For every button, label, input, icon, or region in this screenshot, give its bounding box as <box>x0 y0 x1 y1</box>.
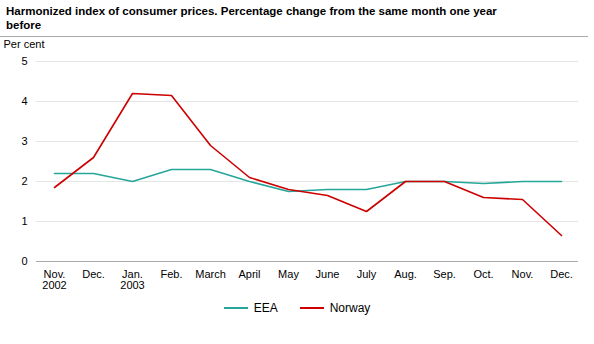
svg-text:3: 3 <box>21 135 27 147</box>
svg-text:April: April <box>238 268 260 280</box>
svg-text:Feb.: Feb. <box>160 268 182 280</box>
svg-text:Per cent: Per cent <box>4 38 45 50</box>
svg-text:May: May <box>278 268 299 280</box>
html-text:Harmonized index of consumer p: Harmonized index of consumer prices. Per… <box>6 5 497 31</box>
svg-text:Dec.: Dec. <box>550 268 573 280</box>
svg-text:March: March <box>195 268 226 280</box>
svg-text:Nov.2002: Nov.2002 <box>42 268 66 291</box>
svg-text:0: 0 <box>21 255 27 267</box>
svg-text:1: 1 <box>21 215 27 227</box>
svg-text:June: June <box>316 268 340 280</box>
svg-text:Sep.: Sep. <box>433 268 456 280</box>
svg-text:Nov.: Nov. <box>512 268 534 280</box>
svg-text:Aug.: Aug. <box>394 268 417 280</box>
svg-text:2: 2 <box>21 175 27 187</box>
svg-text:Dec.: Dec. <box>82 268 105 280</box>
html-text:EEA: EEA <box>253 301 278 315</box>
svg-text:Oct.: Oct. <box>473 268 493 280</box>
html-text:Norway: Norway <box>329 301 371 315</box>
svg-text:July: July <box>357 268 377 280</box>
svg-text:Jan.2003: Jan.2003 <box>120 268 144 291</box>
svg-text:5: 5 <box>21 55 27 67</box>
svg-text:4: 4 <box>21 95 27 107</box>
